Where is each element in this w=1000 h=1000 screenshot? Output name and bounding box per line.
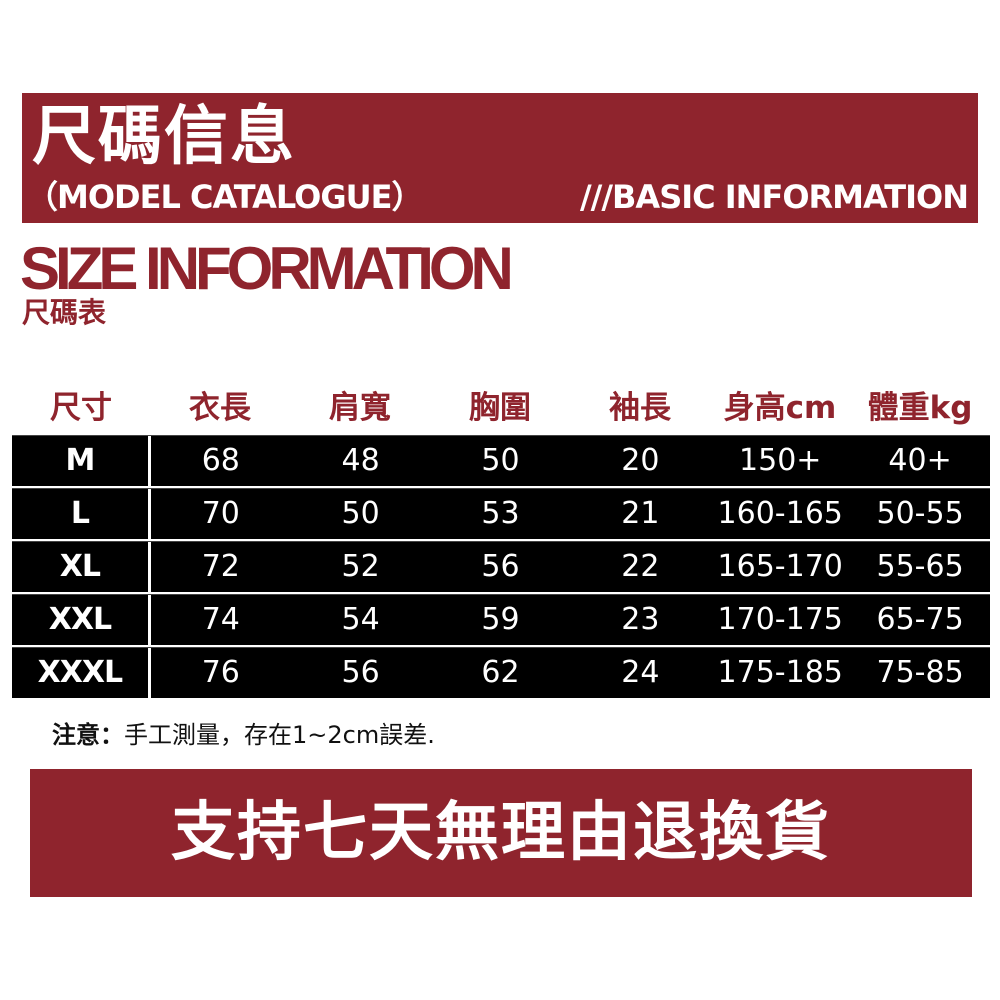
table-cell: 50 — [341, 496, 380, 531]
table-cell: M — [12, 436, 151, 486]
table-cell: 54 — [341, 602, 380, 637]
table-cell: 150+ — [739, 443, 822, 478]
column-header: 衣長 — [189, 390, 251, 426]
table-cell: 62 — [481, 655, 520, 690]
column-header: 肩寬 — [329, 390, 391, 426]
table-row: L 70 50 53 21 160-165 50-55 — [12, 488, 990, 539]
banner-subtitle-right: ///BASIC INFORMATION — [579, 178, 969, 216]
table-cell: 50-55 — [876, 496, 964, 531]
table-cell: 20 — [621, 443, 660, 478]
table-cell: 48 — [341, 443, 380, 478]
table-cell: 55-65 — [876, 549, 964, 584]
table-cell: 52 — [341, 549, 380, 584]
table-cell: 160-165 — [717, 496, 843, 531]
table-cell: 23 — [621, 602, 660, 637]
table-row: XXXL 76 56 62 24 175-185 75-85 — [12, 647, 990, 698]
table-cell: 22 — [621, 549, 660, 584]
table-cell: 76 — [201, 655, 240, 690]
table-cell: 72 — [201, 549, 240, 584]
table-header: 尺寸 衣長 肩寬 胸圍 袖長 身高cm 體重kg — [12, 386, 990, 430]
table-row: M 68 48 50 20 150+ 40+ — [12, 435, 990, 486]
table-cell: XXL — [12, 595, 151, 645]
table-cell: 74 — [201, 602, 240, 637]
table-cell: 68 — [201, 443, 240, 478]
note: 注意：手工測量，存在1~2cm誤差. — [52, 718, 435, 752]
table-cell: 175-185 — [717, 655, 843, 690]
note-text: 手工測量，存在1~2cm誤差. — [124, 721, 435, 749]
banner-subtitle-left: （MODEL CATALOGUE） — [26, 178, 423, 216]
header-banner: 尺碼信息 （MODEL CATALOGUE） ///BASIC INFORMAT… — [22, 93, 978, 223]
column-header: 胸圍 — [469, 390, 531, 426]
table-cell: 70 — [201, 496, 240, 531]
size-information-title: SIZE INFORMATION — [20, 235, 514, 302]
table-cell: XXXL — [12, 648, 151, 698]
size-chart-subtitle: 尺碼表 — [22, 296, 107, 329]
table-cell: 21 — [621, 496, 660, 531]
note-label: 注意： — [52, 721, 124, 749]
table-cell: L — [12, 489, 151, 539]
table-row: XL 72 52 56 22 165-170 55-65 — [12, 541, 990, 592]
table-cell: 170-175 — [717, 602, 843, 637]
column-header: 袖長 — [609, 390, 671, 426]
return-policy-banner: 支持七天無理由退換貨 — [30, 769, 972, 897]
table-cell: 75-85 — [876, 655, 964, 690]
table-cell: 165-170 — [717, 549, 843, 584]
table-cell: 65-75 — [876, 602, 964, 637]
column-header: 體重kg — [867, 390, 973, 426]
table-cell: 24 — [621, 655, 660, 690]
table-cell: 56 — [481, 549, 520, 584]
table-cell: 50 — [481, 443, 520, 478]
table-row: XXL 74 54 59 23 170-175 65-75 — [12, 594, 990, 645]
column-header: 尺寸 — [50, 390, 112, 426]
banner-title: 尺碼信息 — [32, 100, 296, 174]
table-cell: XL — [12, 542, 151, 592]
table-cell: 40+ — [888, 443, 952, 478]
table-cell: 53 — [481, 496, 520, 531]
column-header: 身高cm — [723, 390, 837, 426]
table-cell: 56 — [341, 655, 380, 690]
table-cell: 59 — [481, 602, 520, 637]
size-table: M 68 48 50 20 150+ 40+ L 70 50 53 21 160-165 50-55 XL 7… — [12, 435, 990, 700]
